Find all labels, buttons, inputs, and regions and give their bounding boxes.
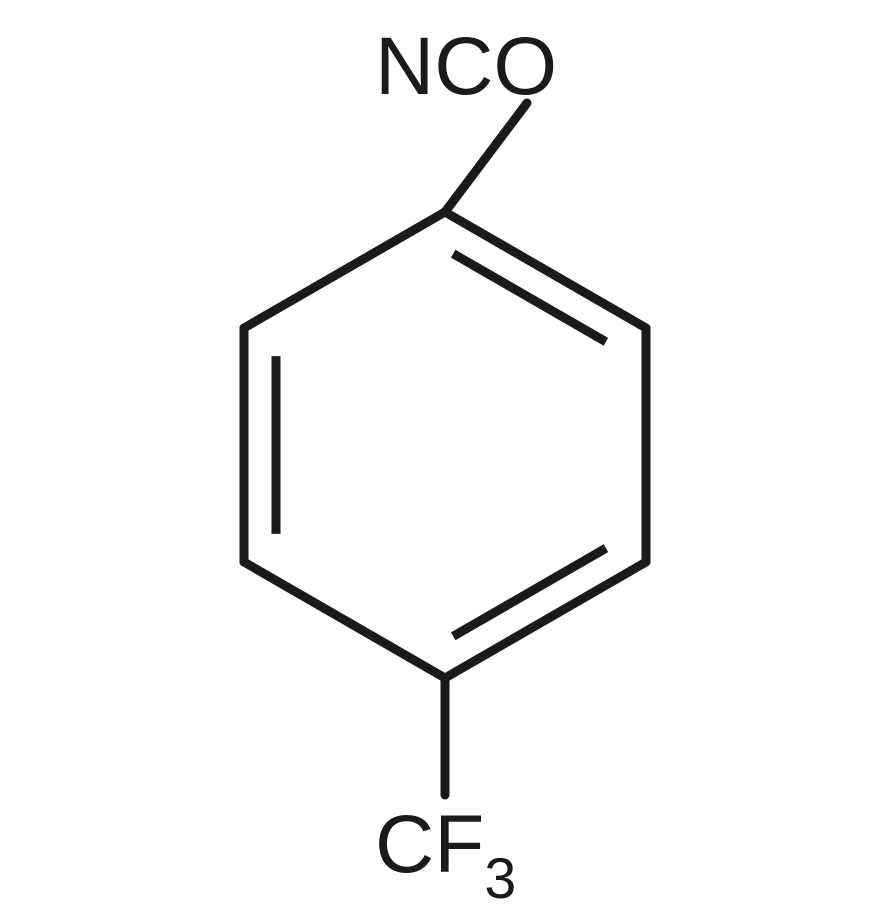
chemical-structure-diagram: NCO CF3 [0,0,890,890]
substituent-bonds [445,103,527,795]
cf3-label: CF3 [375,798,516,903]
benzene-ring [244,212,646,678]
structure-svg [0,0,890,890]
nco-label: NCO [375,20,557,114]
